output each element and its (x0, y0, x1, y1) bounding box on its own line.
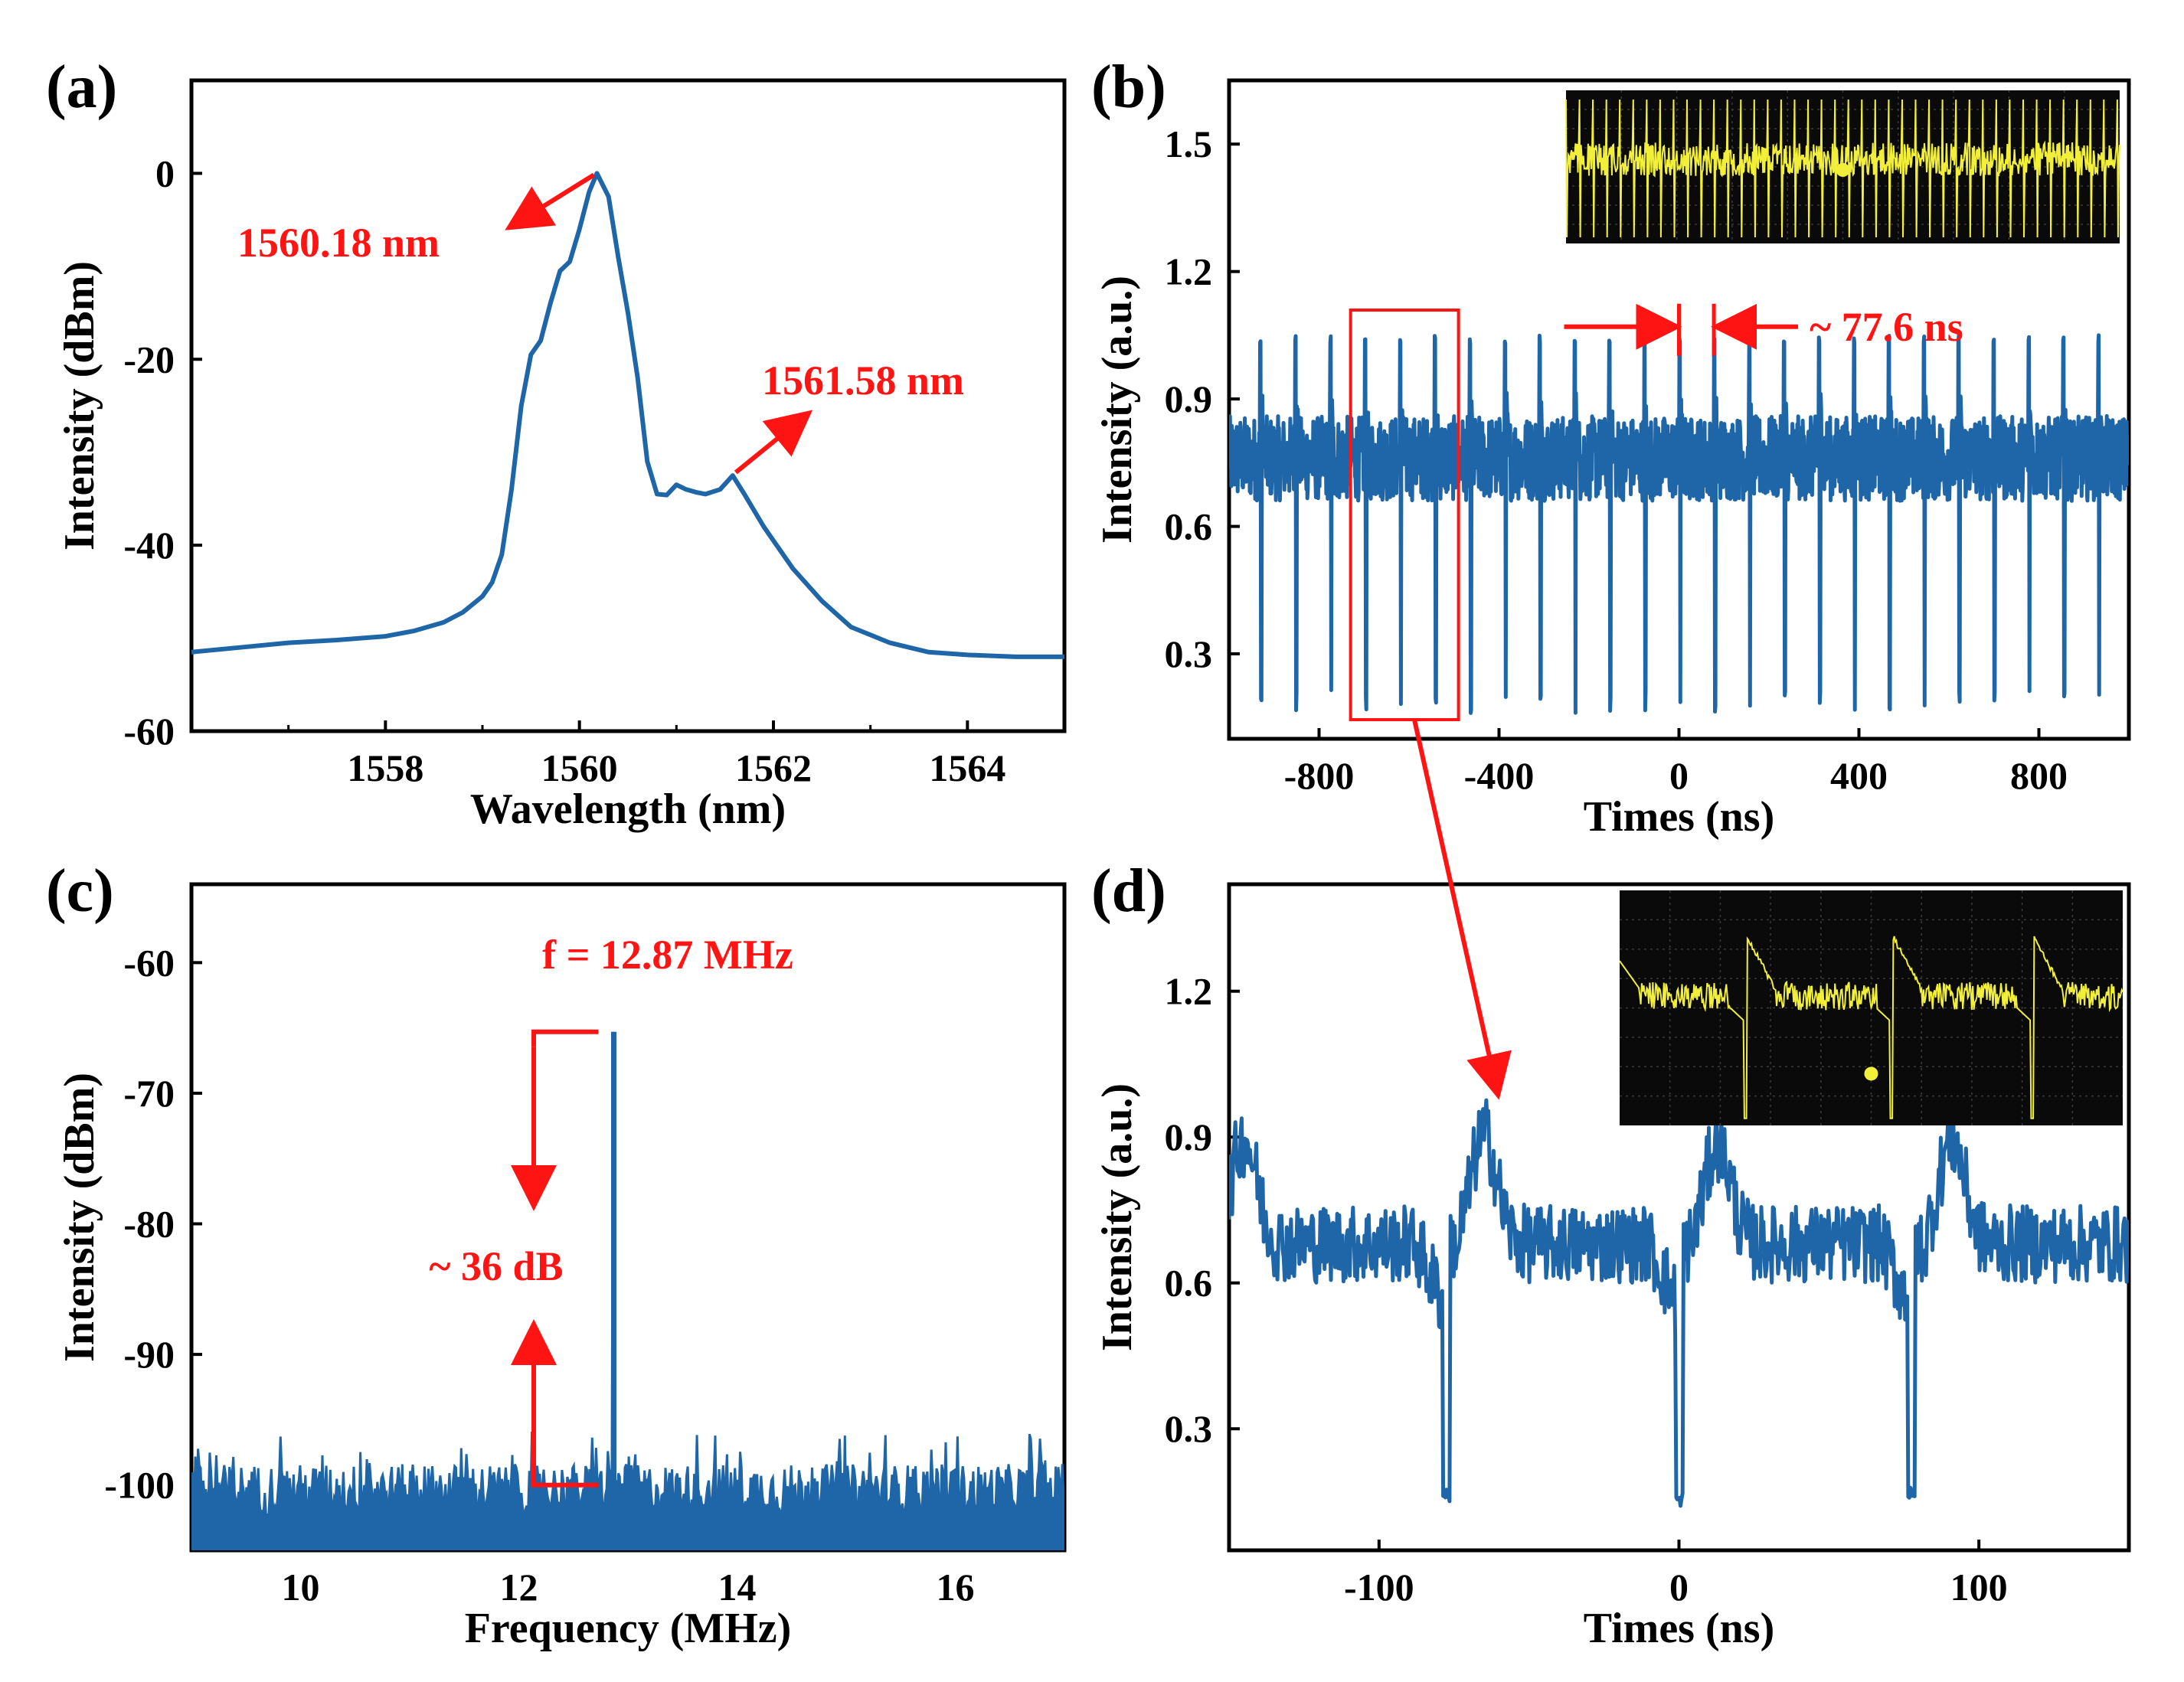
x-tick-label: 0 (1669, 1566, 1689, 1609)
rf-spectrum (191, 1031, 1064, 1550)
inset-marker-icon (1836, 163, 1850, 177)
zoomed-pulse-line (1229, 1098, 2129, 1508)
pulse-train-line (1229, 333, 2129, 715)
plot-frame (189, 882, 1067, 1553)
snr-label: ~ 36 dB (429, 1243, 563, 1289)
zoomed-pulse-group (1229, 1098, 2129, 1508)
y-axis-label: Intensity (dBm) (56, 1073, 103, 1362)
x-tick-label: 800 (2010, 754, 2068, 797)
oscilloscope-inset (1619, 890, 2124, 1125)
panel-label: (d) (1091, 857, 1166, 925)
x-tick-label: 12 (500, 1566, 538, 1609)
y-axis-label: Intensity (a.u.) (1094, 1083, 1141, 1351)
y-tick-label: -40 (123, 524, 175, 567)
y-axis-label: Intensity (a.u.) (1094, 276, 1141, 544)
annotation-side-peak-label: 1561.58 nm (762, 358, 964, 403)
y-tick-label: 0.3 (1165, 632, 1213, 675)
x-axis-label: Times (ns) (1584, 793, 1774, 841)
panel-label: (a) (46, 54, 117, 121)
x-tick-label: 1562 (735, 746, 812, 789)
zoom-box (1349, 309, 1460, 721)
x-tick-label: 400 (1830, 754, 1888, 797)
panel-b: (b) -800 -400 0 400 800 0.3 0.6 0.9 1.2 1.5 Times (… (1091, 54, 2131, 841)
x-axis-label: Wavelength (nm) (470, 785, 786, 833)
inset-trace (1619, 936, 2124, 1119)
y-tick-label: 0.9 (1165, 377, 1213, 420)
plot-frame (189, 78, 1067, 733)
panel-c: (c) 10 12 14 16 -60 -70 -80 -90 -100 Frequency (MH… (46, 857, 1067, 1652)
x-tick-label: -800 (1284, 754, 1355, 797)
annotation-arrow (734, 410, 813, 475)
zoom-connector-arrow (1412, 719, 1512, 1100)
x-tick-label: 1558 (347, 746, 423, 789)
x-axis-label: Frequency (MHz) (465, 1605, 792, 1652)
rf-spectrum-group (191, 1031, 1064, 1550)
y-tick-label: 0.3 (1165, 1407, 1213, 1450)
period-label: ~ 77.6 ns (1810, 304, 1963, 350)
x-tick-label: -100 (1344, 1566, 1414, 1609)
y-tick-label: 0.9 (1165, 1115, 1213, 1158)
frequency-label: f = 12.87 MHz (542, 932, 793, 978)
y-tick-label: -80 (123, 1203, 175, 1246)
panel-label: (b) (1091, 54, 1166, 121)
y-tick-label: 1.2 (1165, 970, 1213, 1013)
y-tick-label: 0.6 (1165, 505, 1213, 548)
x-tick-label: 10 (282, 1566, 320, 1609)
panel-d: (d) -100 0 100 0.3 0.6 0.9 1.2 Times (ns) Intensi… (1091, 857, 2131, 1652)
x-tick-label: 1560 (541, 746, 618, 789)
bracket-bottom (531, 1469, 599, 1488)
y-tick-label: -70 (123, 1072, 175, 1115)
y-tick-label: -60 (123, 941, 175, 984)
y-tick-label: 1.2 (1165, 250, 1213, 293)
x-tick-label: 14 (718, 1566, 757, 1609)
pulse-train-group (1229, 333, 2129, 715)
oscilloscope-inset (1565, 90, 2120, 243)
y-tick-label: 0.6 (1165, 1262, 1213, 1305)
x-tick-label: 0 (1669, 754, 1689, 797)
y-tick-label: 0 (155, 152, 175, 194)
x-tick-label: 16 (937, 1566, 975, 1609)
y-tick-label: -90 (123, 1333, 175, 1376)
x-tick-label: 1564 (929, 746, 1005, 789)
y-tick-label: -60 (123, 710, 175, 753)
annotation-arrow (505, 172, 596, 230)
bracket-top (531, 1029, 599, 1047)
spectrum-line (191, 171, 1064, 659)
y-tick-label: -20 (123, 338, 175, 380)
inset-marker-icon (1864, 1066, 1878, 1081)
x-axis-label: Times (ns) (1584, 1605, 1774, 1652)
panel-label: (c) (46, 857, 114, 925)
panel-a: (a) 1558 1560 1562 1564 0 -20 -40 -60 Wavelength … (46, 54, 1067, 833)
x-tick-label: -400 (1464, 754, 1535, 797)
x-tick-label: 100 (1950, 1566, 2008, 1609)
y-axis-label: Intensity (dBm) (56, 261, 103, 550)
y-tick-label: -100 (104, 1464, 175, 1507)
annotation-peak-label: 1560.18 nm (237, 220, 440, 266)
y-tick-label: 1.5 (1165, 122, 1213, 165)
